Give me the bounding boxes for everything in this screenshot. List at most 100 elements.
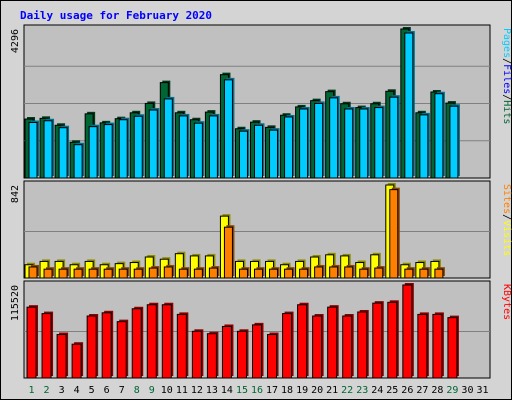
files-bar-day-28 [434,93,444,179]
files-bar-day-15 [238,130,248,179]
kbytes-bar-day-24 [372,302,383,379]
day-label: 5 [89,385,95,396]
sites-bar-day-27 [419,268,429,279]
sites-bar-day-5 [88,268,98,279]
kbytes-bar-day-29 [447,317,458,379]
kbytes-bar-day-19 [297,304,308,379]
sites-bar-day-13 [208,267,218,279]
files-bar-day-16 [254,124,263,179]
kbytes-bar-day-12 [191,330,202,379]
kbytes-bar-day-17 [267,334,278,379]
kbytes-bar-day-6 [101,312,112,379]
files-bar-day-19 [299,108,309,179]
day-label: 18 [281,385,293,396]
chart-title: Daily usage for February 2020 [20,9,212,22]
files-bar-day-4 [73,144,83,179]
day-axis-labels: 1 2 3 4 5 6 7 8 9 10 11 12 13 14 15 16 17 18 19 20 21 22 23 24 2… [29,385,489,396]
kbytes-bar-day-7 [116,321,127,379]
kbytes-bar-day-9 [146,304,157,379]
files-bar-day-8 [133,115,143,179]
legend-entry: Pages [501,28,512,58]
day-label: 15 [236,385,248,396]
legend-entry: / [501,214,512,220]
sites-bar-day-3 [58,268,68,279]
files-bar-day-13 [208,115,218,179]
day-label: 21 [326,385,338,396]
legend-entry: KBytes [501,284,512,320]
files-bar-day-17 [269,129,279,179]
files-bar-day-3 [58,127,68,179]
day-label: 8 [134,385,140,396]
sites-bar-day-17 [269,268,279,279]
files-bar-day-9 [148,109,158,179]
kbytes-bar-day-4 [71,343,82,379]
day-label: 1 [29,385,35,396]
panel-requests-legend: Pages/Files/Hits [501,28,512,124]
kbytes-bar-day-14 [221,325,232,379]
day-label: 13 [206,385,218,396]
day-label: 30 [461,385,473,396]
panel-visits: 842 Sites/Visits [10,180,512,279]
files-bar-day-29 [449,105,459,179]
day-label: 4 [74,385,80,396]
sites-bar-day-2 [43,268,53,279]
day-label: 10 [161,385,173,396]
day-label: 25 [386,385,398,396]
kbytes-bar-day-21 [327,306,338,379]
sites-bar-day-9 [148,267,158,279]
sites-bar-day-23 [359,268,369,279]
sites-bar-day-21 [329,266,339,279]
files-bar-day-24 [374,107,384,179]
kbytes-bar-day-3 [56,334,67,379]
panel-kbytes: 115520 KBytes [10,280,512,379]
files-bar-day-18 [284,116,294,179]
sites-bar-day-16 [254,268,263,279]
sites-bar-day-10 [163,266,173,279]
kbytes-bar-day-5 [86,315,97,379]
legend-entry: Files [501,64,512,94]
kbytes-bar-day-23 [357,311,368,379]
sites-bar-day-6 [103,268,113,279]
legend-entry: Sites [501,184,512,214]
sites-bar-day-18 [284,268,294,279]
kbytes-bar-day-2 [41,313,52,379]
files-bar-day-5 [88,126,98,179]
kbytes-bar-day-25 [387,301,398,379]
kbytes-bar-day-27 [417,313,428,379]
kbytes-bar-day-1 [26,306,37,379]
kbytes-bar-day-15 [236,330,247,379]
day-label: 27 [416,385,428,396]
files-bar-day-22 [344,108,354,179]
legend-entry: / [501,94,512,100]
day-label: 2 [44,385,50,396]
day-label: 14 [221,385,233,396]
panel-requests: 4296 Pages/Files/Hits [10,24,512,179]
panel-visits-legend: Sites/Visits [501,184,512,256]
day-label: 29 [446,385,458,396]
day-label: 3 [59,385,65,396]
panel-kbytes-legend: KBytes [501,284,512,320]
sites-bar-day-8 [133,268,143,279]
files-bar-day-20 [314,102,324,179]
sites-bar-day-28 [434,268,444,279]
sites-bar-day-7 [118,268,128,279]
sites-bar-day-26 [404,268,414,279]
files-bar-day-26 [404,32,414,179]
files-bar-day-7 [118,119,128,179]
day-label: 28 [431,385,443,396]
sites-bar-day-25 [389,189,399,279]
kbytes-bar-day-8 [131,308,142,379]
files-bar-day-23 [359,108,369,179]
panel-requests-ymax-label: 4296 [10,29,21,53]
sites-bar-day-24 [374,267,384,279]
day-label: 17 [266,385,278,396]
kbytes-bar-day-18 [282,313,293,379]
kbytes-bar-day-11 [176,313,187,379]
kbytes-bar-day-26 [402,284,413,379]
sites-bar-day-4 [73,268,83,279]
sites-bar-day-11 [178,268,188,279]
sites-bar-day-12 [193,268,203,279]
